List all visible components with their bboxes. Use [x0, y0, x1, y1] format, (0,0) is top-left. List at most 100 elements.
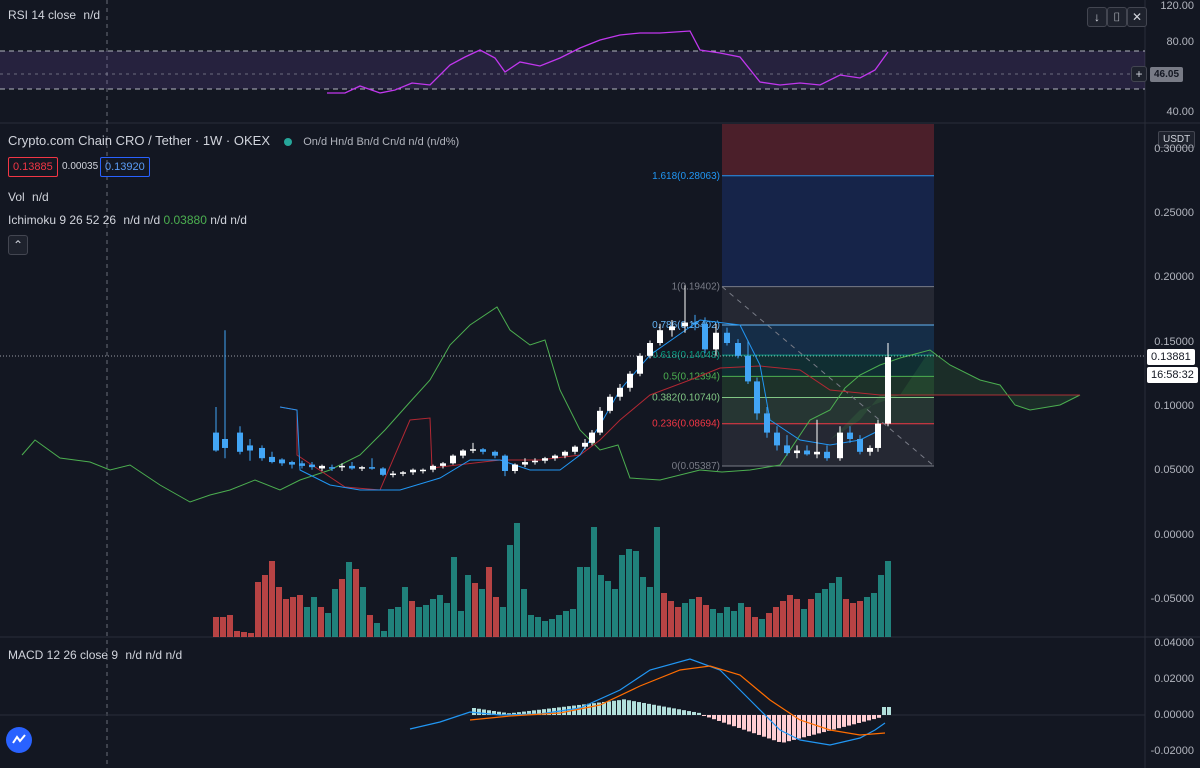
volume-bar — [234, 631, 240, 637]
volume-bar — [423, 605, 429, 637]
fib-zone — [722, 376, 934, 398]
price-axis-0.20: 0.20000 — [1154, 271, 1194, 283]
volume-bar — [605, 581, 611, 637]
volume-bar — [381, 631, 387, 637]
macd-histogram-bar — [722, 715, 726, 723]
candle-body — [222, 439, 228, 448]
ichimoku-cloud — [830, 350, 1080, 440]
volume-bar — [766, 613, 772, 637]
candle-body — [764, 413, 770, 433]
candle-body — [572, 446, 578, 452]
macd-histogram-bar — [607, 701, 611, 715]
volume-bar — [500, 607, 506, 637]
volume-bar — [213, 617, 219, 637]
volume-bar — [822, 589, 828, 637]
volume-bar — [458, 611, 464, 637]
macd-histogram-bar — [527, 710, 531, 715]
ichimoku-label: Ichimoku 9 26 52 26 — [8, 213, 117, 227]
buy-price-button[interactable]: 0.13920 — [100, 157, 150, 177]
candle-body — [512, 464, 518, 471]
volume-bar — [885, 561, 891, 637]
candle-body — [522, 462, 528, 465]
maximize-pane-button[interactable]: ⌷ — [1107, 7, 1127, 27]
volume-bar — [640, 577, 646, 637]
volume-bar — [682, 603, 688, 637]
volume-bar — [262, 575, 268, 637]
macd-histogram-bar — [577, 704, 581, 715]
candle-body — [669, 326, 675, 331]
ichimoku-lagging-span — [21, 306, 1081, 503]
macd-histogram-bar — [757, 715, 761, 735]
volume-bar — [689, 599, 695, 637]
volume-bar — [395, 607, 401, 637]
macd-line — [409, 658, 886, 746]
macd-histogram-bar — [697, 712, 701, 715]
macd-histogram-bar — [702, 715, 706, 716]
volume-bar — [388, 609, 394, 637]
volume-bar — [367, 615, 373, 637]
volume-bar — [325, 613, 331, 637]
macd-histogram-bar — [847, 715, 851, 726]
macd-histogram-bar — [497, 711, 501, 715]
rsi-current-badge: 46.05 — [1150, 67, 1184, 82]
fib-zone — [722, 355, 934, 377]
macd-histogram-bar — [817, 715, 821, 734]
volume-bar — [864, 597, 870, 637]
macd-histogram-bar — [602, 701, 606, 715]
macd-histogram-bar — [682, 710, 686, 715]
candle-body — [702, 323, 708, 350]
ichimoku-legend: Ichimoku 9 26 52 26 n/d n/d 0.03880 n/d … — [8, 213, 247, 227]
candle-body — [542, 458, 548, 461]
candle-body — [804, 450, 810, 455]
candle-body — [637, 355, 643, 374]
ichimoku-value-3: 0.03880 — [163, 213, 207, 227]
symbol-title[interactable]: Crypto.com Chain CRO / Tether · 1W · OKE… — [8, 133, 459, 148]
volume-bar — [850, 603, 856, 637]
candle-body — [492, 451, 498, 456]
volume-bar — [409, 601, 415, 637]
macd-histogram-bar — [882, 707, 886, 715]
fib-level-label: 1.618(0.28063) — [652, 171, 720, 182]
countdown-badge: 16:58:32 — [1147, 367, 1198, 383]
macd-histogram-bar — [887, 707, 891, 715]
candle-body — [867, 447, 873, 452]
macd-histogram-bar — [832, 715, 836, 730]
sell-price-button[interactable]: 0.13885 — [8, 157, 58, 177]
last-price-badge: 0.13881 — [1147, 349, 1195, 365]
volume-bar — [374, 623, 380, 637]
volume-bar — [430, 599, 436, 637]
macd-histogram-bar — [532, 710, 536, 715]
volume-bar — [290, 597, 296, 637]
candle-body — [440, 463, 446, 466]
candle-body — [450, 455, 456, 464]
volume-bar — [346, 562, 352, 637]
volume-bar — [416, 607, 422, 637]
candle-body — [724, 332, 730, 343]
macd-histogram-bar — [517, 712, 521, 715]
volume-bar — [808, 599, 814, 637]
volume-bar — [710, 609, 716, 637]
volume-bar — [556, 615, 562, 637]
tradingview-logo-icon[interactable] — [6, 727, 32, 753]
macd-label: MACD 12 26 close 9 — [8, 648, 119, 662]
candle-body — [875, 423, 881, 448]
candle-body — [774, 432, 780, 446]
candle-body — [824, 451, 830, 459]
ichimoku-value-5: n/d — [230, 213, 247, 227]
candle-body — [410, 469, 416, 473]
move-down-button[interactable]: ↓ — [1087, 7, 1107, 27]
volume-bar — [227, 615, 233, 637]
fib-level-label: 0.618(0.14048) — [652, 350, 720, 361]
macd-signal-line — [469, 665, 886, 736]
close-pane-button[interactable]: ✕ — [1127, 7, 1147, 27]
collapse-legend-button[interactable]: ⌃ — [8, 235, 28, 255]
macd-histogram-bar — [717, 715, 721, 721]
candle-body — [745, 355, 751, 382]
volume-legend: Vol n/d — [8, 190, 49, 204]
candle-body — [420, 469, 426, 472]
add-plus-icon[interactable]: + — [1131, 66, 1147, 82]
ichimoku-value-4: n/d — [210, 213, 227, 227]
macd-histogram-bar — [667, 707, 671, 715]
currency-badge[interactable]: USDT — [1158, 131, 1196, 148]
